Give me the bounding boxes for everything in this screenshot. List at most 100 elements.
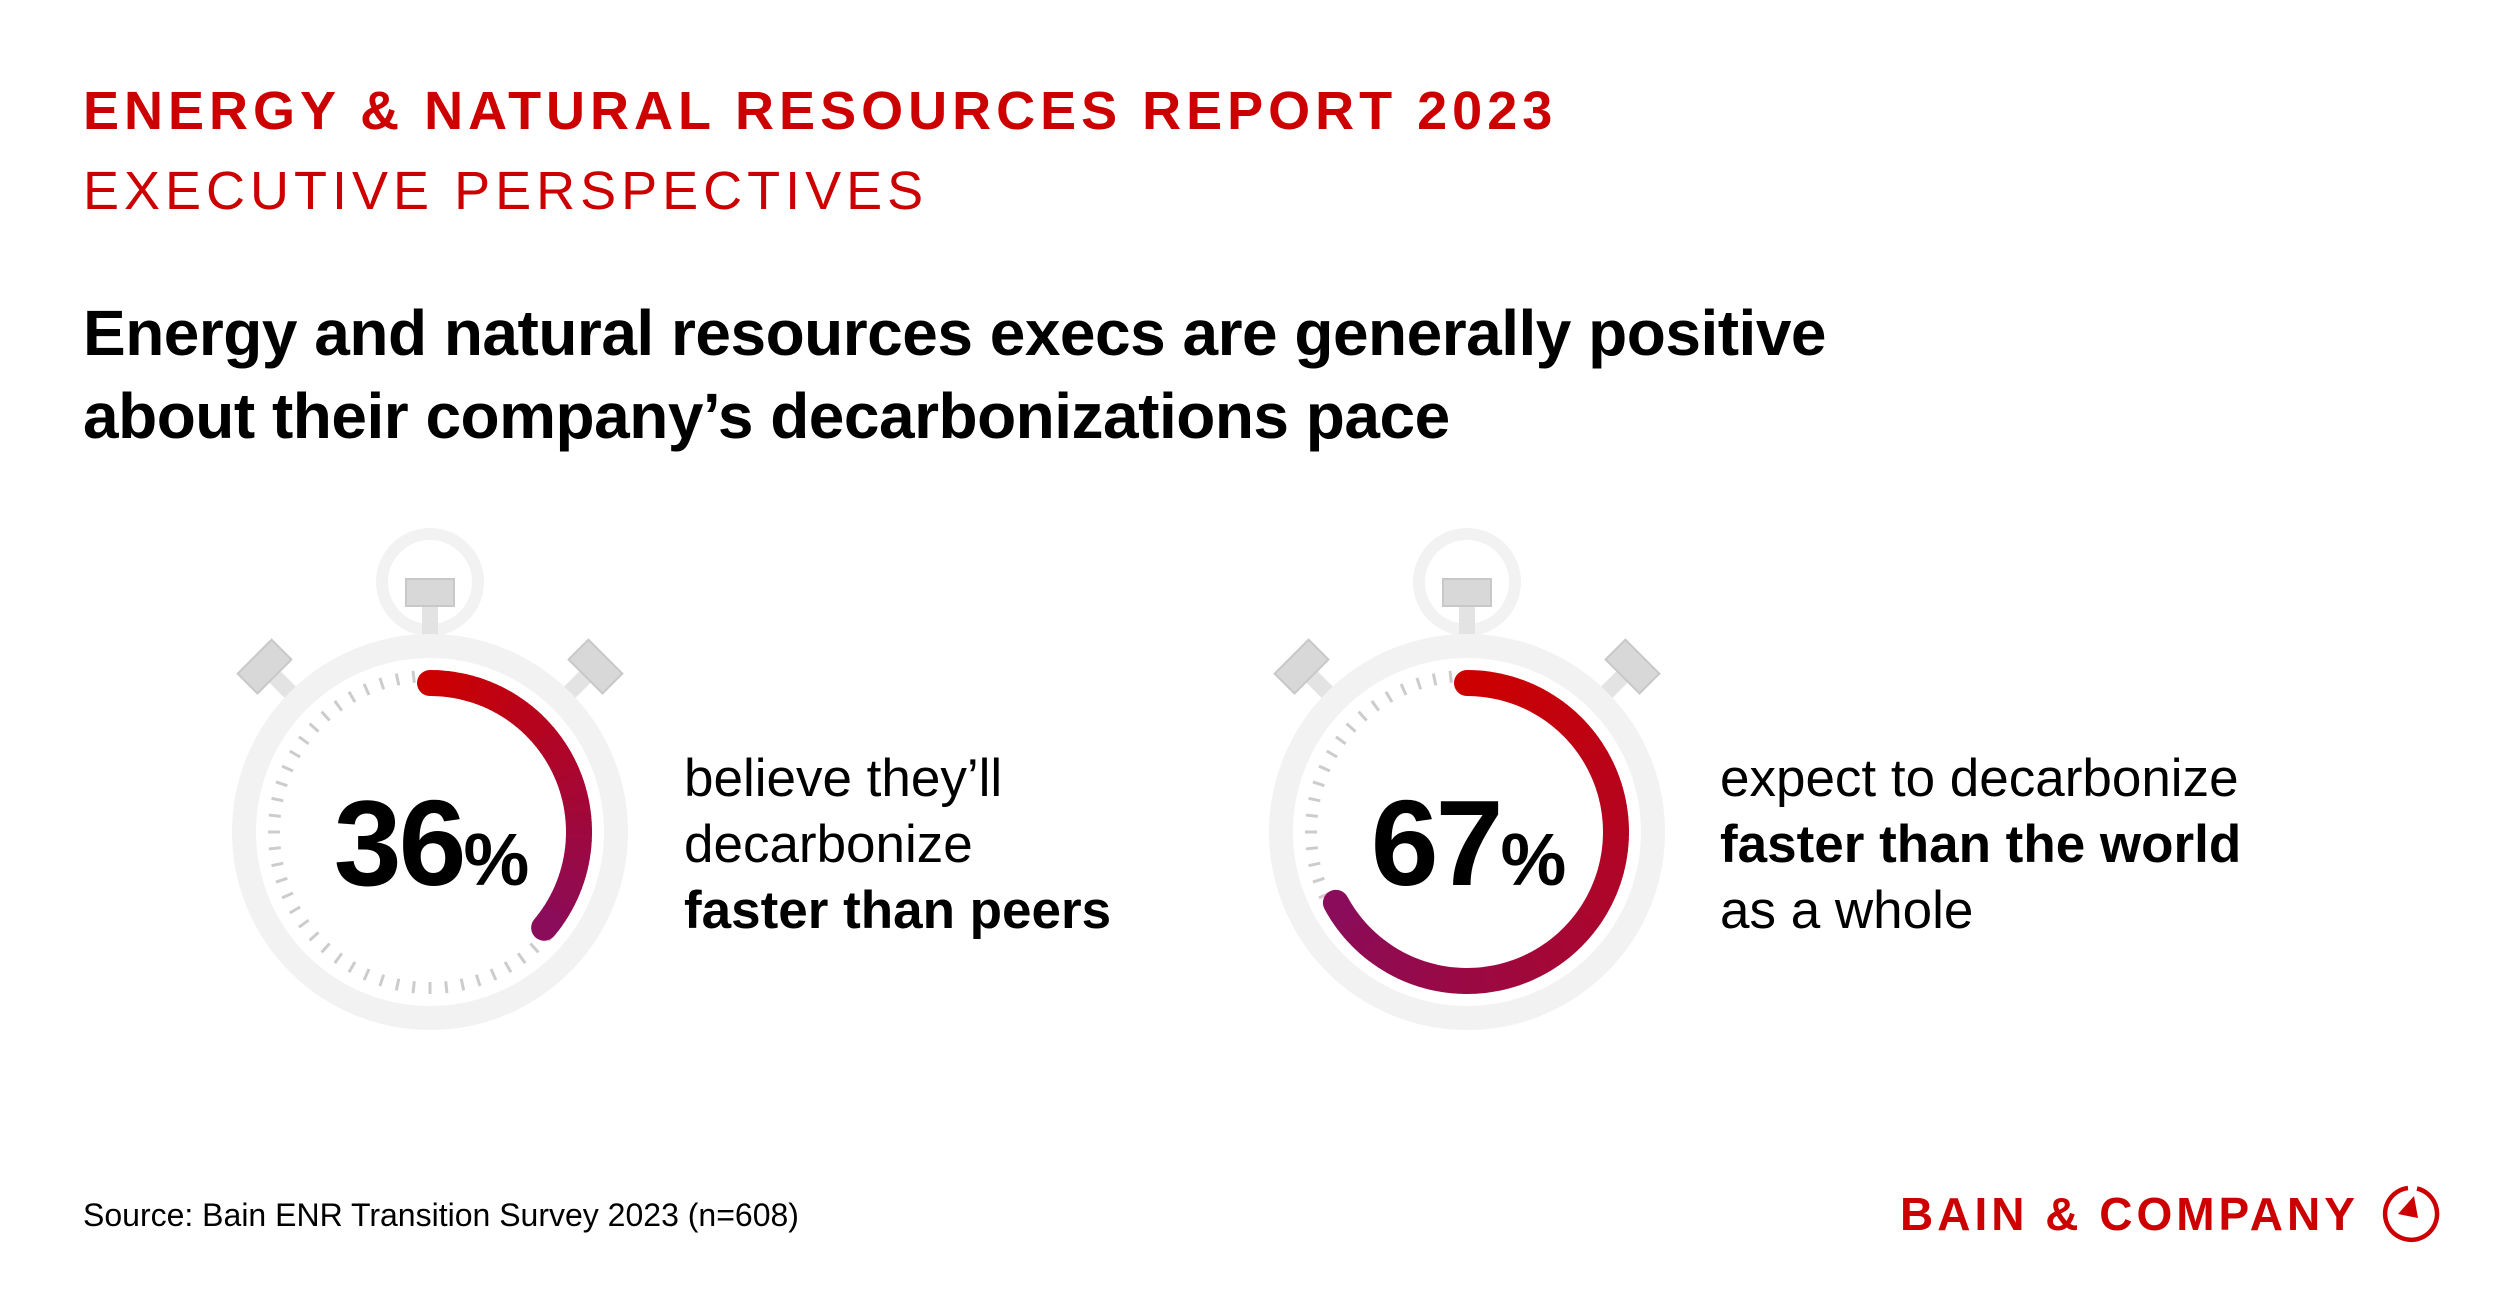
dial-tick	[308, 722, 320, 733]
desc-line: decarbonize	[684, 815, 973, 874]
side-button-cap	[567, 638, 624, 695]
dial-tick	[516, 952, 527, 964]
crown-stem	[422, 602, 438, 642]
progress-arc-segment	[1547, 701, 1573, 729]
progress-arc-segment	[1589, 761, 1618, 783]
progress-arc-segment	[1473, 966, 1488, 994]
dial-tick	[1345, 722, 1357, 733]
progress-arc-segment	[1595, 865, 1624, 885]
dial-tick	[459, 978, 466, 991]
headline-line-2: about their company’s decarbonizations p…	[83, 380, 1450, 452]
dial-tick	[1308, 796, 1321, 803]
progress-arc-segment	[1397, 954, 1419, 984]
dial-tick	[394, 673, 401, 686]
dial-tick	[1335, 735, 1347, 746]
headline: Energy and natural resources execs are g…	[83, 292, 1827, 458]
stopwatch-36	[232, 528, 628, 1030]
progress-arc-segment	[1528, 948, 1552, 977]
crown-cap	[1442, 578, 1492, 607]
dial-tick	[378, 974, 386, 987]
progress-arc-segment	[1596, 782, 1625, 802]
watch-body-ring	[1269, 634, 1665, 1030]
dial-tick	[362, 683, 371, 696]
dial-tick	[320, 942, 331, 954]
progress-arc-segment	[1559, 924, 1587, 951]
progress-arc-segment	[1600, 847, 1628, 863]
progress-arc-segment	[1513, 679, 1535, 709]
progress-arc-segment	[1554, 708, 1581, 736]
progress-arc-segment	[1418, 961, 1437, 990]
progress-arc-segment	[1585, 751, 1614, 775]
progress-arc-segment	[1501, 960, 1521, 989]
progress-arc-segment	[1476, 670, 1491, 698]
stat-value-36: 36%	[334, 775, 528, 911]
dial-tick	[308, 931, 320, 942]
dial-tick	[1312, 780, 1325, 788]
progress-arc-segment	[1599, 793, 1627, 811]
dial-tick	[347, 690, 357, 703]
dial-tick	[411, 670, 416, 683]
progress-arc-segment	[1440, 966, 1456, 994]
stopwatch-67	[1269, 528, 1665, 1030]
dial-tick	[288, 905, 301, 915]
dial-tick	[1305, 846, 1318, 851]
progress-arc-segment	[1583, 892, 1612, 916]
progress-arc-segment	[1588, 884, 1617, 906]
dial-tick	[320, 710, 331, 722]
dial-tick	[275, 876, 288, 884]
progress-arc-segment	[1536, 942, 1561, 972]
progress-arc-segment	[1602, 837, 1629, 852]
desc-line: as a whole	[1720, 881, 1974, 940]
progress-arc-segment	[1429, 964, 1446, 993]
progress-arc-segment	[1510, 956, 1531, 986]
dial-tick	[268, 813, 281, 818]
progress-arc-segment	[1351, 927, 1378, 955]
dial-tick	[271, 861, 284, 868]
progress-arc-segment	[1578, 901, 1607, 925]
dial-tick	[489, 968, 498, 981]
side-button-cap	[1273, 638, 1330, 695]
dial-tick	[1318, 764, 1331, 773]
dial-tick	[444, 981, 449, 994]
dial-tick	[1305, 813, 1318, 818]
dial-tick	[281, 764, 294, 773]
progress-arc-segment	[1568, 724, 1596, 750]
progress-arc-segment	[1601, 804, 1629, 820]
progress-arc-segment	[1519, 952, 1542, 982]
progress-arc-segment	[1495, 673, 1513, 702]
desc-line: expect to decarbonize	[1720, 749, 2239, 808]
progress-arc-segment	[1407, 958, 1428, 987]
side-button-cap	[1604, 638, 1661, 695]
dial-tick	[1308, 861, 1321, 868]
dial-tick	[333, 952, 344, 964]
dial-tick	[378, 677, 386, 690]
report-subkicker: EXECUTIVE PERSPECTIVES	[83, 161, 929, 221]
progress-arc-segment	[1492, 963, 1510, 992]
crown-cap	[405, 578, 455, 607]
progress-arc-segment	[1531, 689, 1555, 718]
dial-tick	[347, 961, 357, 974]
dial-tick	[271, 796, 284, 803]
progress-arc-segment	[1592, 875, 1621, 896]
progress-arc-segment	[1343, 920, 1371, 947]
dial-tick	[1431, 673, 1438, 686]
dial-tick	[1415, 677, 1423, 690]
dial-tick	[298, 918, 310, 929]
dial-tick	[1312, 876, 1325, 884]
logo-stopwatch-icon	[2382, 1185, 2440, 1243]
dial-tick	[1370, 700, 1381, 712]
progress-arc-segment	[1574, 732, 1603, 758]
progress-arc-segment	[1522, 684, 1545, 713]
progress-arc-segment	[1580, 742, 1609, 766]
progress-arc-segment	[1451, 967, 1465, 994]
progress-arc-segment	[1387, 950, 1410, 979]
progress-arc-segment	[1485, 671, 1502, 700]
dial-tick	[503, 961, 513, 974]
progress-arc-segment	[1561, 715, 1589, 743]
watch-body-ring	[232, 634, 628, 1030]
dial-tick	[1384, 690, 1394, 703]
dial-tick	[474, 974, 482, 987]
progress-arc-segment	[1377, 945, 1402, 974]
desc-line: believe they’ll	[684, 749, 1003, 808]
